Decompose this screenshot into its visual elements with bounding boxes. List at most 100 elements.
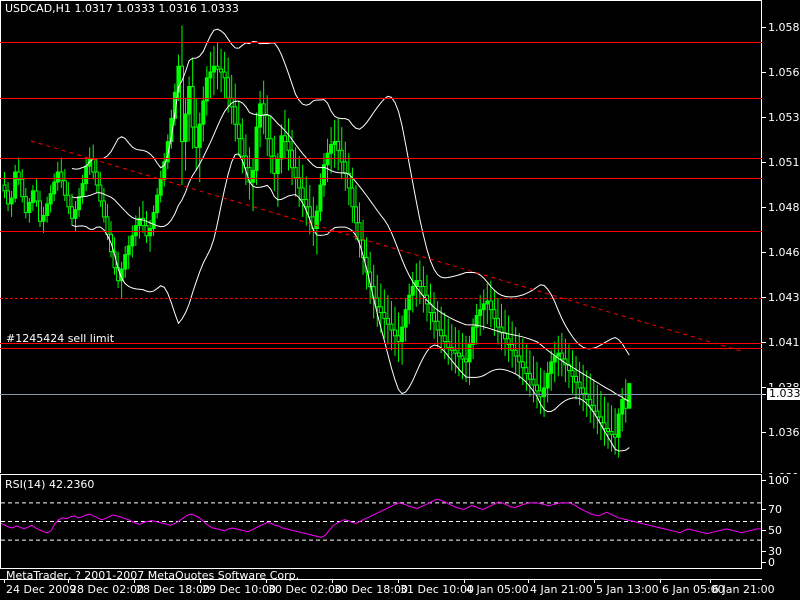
time-axis-label: 6 Jan 05:00 xyxy=(662,583,725,596)
time-axis-label: 30 Dec 02:00 xyxy=(268,583,342,596)
candlestick xyxy=(396,312,401,362)
rsi-indicator-pane[interactable] xyxy=(0,474,800,569)
candlestick xyxy=(204,66,209,116)
price-scale-label: 1.0510 xyxy=(768,156,800,169)
price-plot-area[interactable] xyxy=(1,1,761,472)
candlestick xyxy=(211,45,216,96)
candlestick xyxy=(627,383,632,409)
candlestick xyxy=(311,196,316,246)
candlestick xyxy=(91,144,96,180)
fibonacci-level-line[interactable] xyxy=(0,178,762,179)
candlestick xyxy=(446,318,451,365)
rsi-header-label: RSI(14) 42.2360 xyxy=(5,478,95,491)
candlestick xyxy=(282,109,287,159)
candlestick xyxy=(77,187,82,217)
rsi-scale-tick xyxy=(762,530,766,531)
candlestick xyxy=(510,321,515,368)
candlestick xyxy=(226,57,231,113)
candlestick xyxy=(30,185,35,212)
rsi-plot-area[interactable] xyxy=(1,475,761,568)
copyright-label: MetaTrader, ? 2001-2007 MetaQuotes Softw… xyxy=(6,569,300,582)
fibonacci-level-line[interactable] xyxy=(0,98,762,99)
time-axis-label: 30 Dec 18:00 xyxy=(334,583,408,596)
candlestick xyxy=(243,134,248,186)
candlestick xyxy=(549,350,554,391)
price-scale-tick xyxy=(762,27,766,28)
candlestick xyxy=(123,245,128,278)
candlestick xyxy=(183,98,188,171)
candlestick xyxy=(69,193,74,226)
candlestick xyxy=(48,185,53,213)
candlestick xyxy=(314,205,319,255)
candlestick xyxy=(9,190,14,217)
candlestick xyxy=(130,225,135,258)
time-axis-tick xyxy=(710,579,711,583)
candlestick xyxy=(272,135,277,191)
fibonacci-level-line[interactable] xyxy=(0,42,762,43)
time-axis[interactable]: MetaTrader, ? 2001-2007 MetaQuotes Softw… xyxy=(0,569,800,600)
price-scale-label: 1.0585 xyxy=(768,21,800,34)
candlestick xyxy=(598,390,603,441)
price-scale-axis[interactable]: 1.0585 1.0560 1.0535 1.0510 1.0485 1.0460 1.04… xyxy=(762,0,800,528)
candlestick xyxy=(353,185,358,241)
time-axis-tick xyxy=(660,579,661,583)
time-axis-tick xyxy=(266,579,267,583)
price-scale-tick xyxy=(762,252,766,253)
candlestick xyxy=(137,206,142,239)
candlestick xyxy=(378,283,383,333)
price-scale-tick xyxy=(762,117,766,118)
candlestick xyxy=(208,51,213,99)
fibonacci-level-line[interactable] xyxy=(0,298,762,299)
fibonacci-level-line[interactable] xyxy=(0,231,762,232)
candlestick xyxy=(474,303,479,345)
candlestick xyxy=(233,83,238,142)
candlestick xyxy=(513,327,518,374)
candlestick xyxy=(66,182,71,215)
candlestick xyxy=(506,315,511,362)
candlestick xyxy=(215,43,220,90)
time-axis-tick xyxy=(398,579,399,583)
candlestick xyxy=(382,289,387,339)
candlestick xyxy=(20,169,25,203)
candlestick xyxy=(535,361,539,409)
trendline[interactable] xyxy=(30,140,742,352)
time-axis-tick xyxy=(200,579,201,583)
candlestick xyxy=(34,179,39,207)
candlestick xyxy=(609,405,614,452)
rsi-pane-border xyxy=(0,474,762,569)
candlestick xyxy=(268,115,273,174)
candlestick xyxy=(41,206,46,233)
time-axis-tick xyxy=(332,579,333,583)
price-scale-tick xyxy=(762,387,766,388)
sell-limit-order-line[interactable] xyxy=(0,348,762,349)
candlestick xyxy=(435,300,440,348)
candlestick xyxy=(432,292,437,339)
time-axis-tick xyxy=(594,579,595,583)
rsi-scale-axis: 100 70 50 30 0 xyxy=(762,474,800,569)
time-axis-label: 5 Jan 13:00 xyxy=(596,583,659,596)
candlestick xyxy=(261,80,266,135)
price-scale-label: 1.0485 xyxy=(768,201,800,214)
candlestick xyxy=(403,298,408,342)
candlestick xyxy=(148,219,153,252)
candlestick xyxy=(538,367,543,415)
candlestick xyxy=(481,289,486,330)
candlestick xyxy=(133,215,138,246)
candlestick xyxy=(460,332,465,380)
candlestick xyxy=(151,205,156,236)
candlestick xyxy=(258,90,263,148)
candlestick xyxy=(495,298,500,345)
candlestick xyxy=(307,185,312,235)
fibonacci-level-line[interactable] xyxy=(0,343,762,344)
candlestick xyxy=(293,147,298,197)
candlestick xyxy=(126,235,131,270)
candlestick xyxy=(251,158,255,212)
candlestick xyxy=(187,76,192,142)
candlestick xyxy=(602,396,607,446)
fibonacci-level-line[interactable] xyxy=(0,158,762,159)
price-chart-pane[interactable]: 38.250.061.865.88276.491.4100 #1245424 s… xyxy=(0,0,800,473)
price-scale-tick xyxy=(762,297,766,298)
candlestick xyxy=(545,361,550,403)
candlestick xyxy=(322,153,326,197)
